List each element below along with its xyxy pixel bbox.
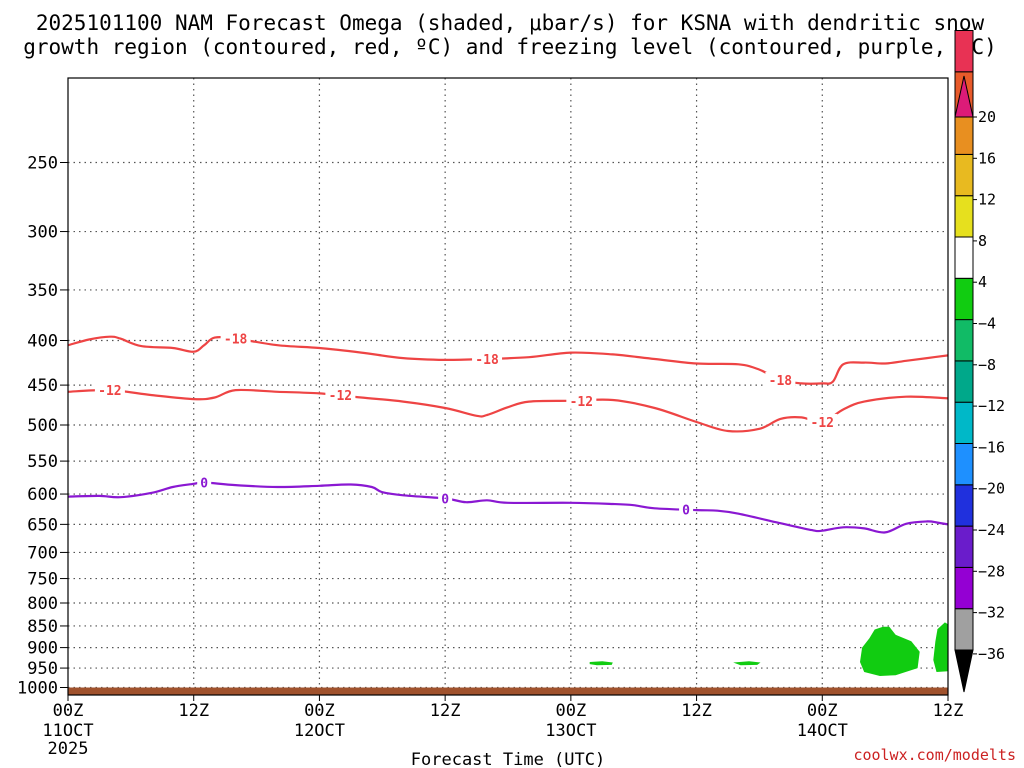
colorbar-label: −24 <box>978 521 1005 539</box>
contour-label-minus12: -12 <box>811 416 834 431</box>
chart-title-line-1: 2025101100 NAM Forecast Omega (shaded, μ… <box>36 11 985 35</box>
y-tick-label: 600 <box>27 485 58 505</box>
contour-label-minus18: -18 <box>224 333 248 348</box>
x-tick-label-top: 00Z <box>304 701 335 721</box>
colorbar-swatch <box>954 484 974 527</box>
chart-title-line-2: growth region (contoured, red, ºC) and f… <box>23 35 997 59</box>
colorbar-label: 4 <box>978 273 987 291</box>
colorbar-label: −16 <box>978 438 1005 456</box>
contour-label-zero: 0 <box>441 492 449 507</box>
credit-text: coolwx.com/modelts <box>853 746 1016 764</box>
contour-label-minus12: -12 <box>98 384 121 399</box>
colorbar-swatch <box>954 319 974 362</box>
colorbar-top-arrow <box>954 75 974 118</box>
y-tick-label: 850 <box>27 617 58 637</box>
contour-label-bg <box>679 501 694 518</box>
y-tick-label: 550 <box>27 452 58 472</box>
colorbar-swatch <box>954 112 974 155</box>
y-tick-label: 1000 <box>17 679 58 699</box>
x-tick-label-top: 12Z <box>178 701 209 721</box>
contour-label-minus12: -12 <box>570 395 593 410</box>
colorbar-label: 16 <box>978 149 996 167</box>
omega-colorbar: 20 16 12 8 4 −4 −8 −12 −16 −20 −24 −28 −32 −36 <box>954 30 1005 693</box>
contour-label-bg <box>220 330 251 347</box>
x-tick-label-mid: 11OCT <box>42 721 93 741</box>
colorbar-swatch <box>954 525 974 568</box>
contour-label-bg <box>472 350 503 367</box>
y-tick-label: 900 <box>27 639 58 659</box>
colorbar-label: −20 <box>978 480 1005 498</box>
omega-shading <box>589 622 948 676</box>
colorbar-label: −28 <box>978 562 1005 580</box>
colorbar-label: 8 <box>978 232 987 250</box>
colorbar-label: −36 <box>978 645 1005 663</box>
colorbar-label: −4 <box>978 315 996 333</box>
x-axis-title: Forecast Time (UTC) <box>411 750 605 768</box>
x-tick-label-top: 00Z <box>555 701 586 721</box>
colorbar-label: −8 <box>978 356 996 374</box>
y-tick-label: 350 <box>27 281 58 301</box>
ground-surface <box>68 687 948 695</box>
y-tick-label: 950 <box>27 659 58 679</box>
plot-frame <box>67 77 949 696</box>
y-tick-label: 650 <box>27 515 58 535</box>
x-tick-label-top: 12Z <box>681 701 712 721</box>
contour-label-bg <box>325 387 356 404</box>
colorbar-swatch <box>954 608 974 651</box>
contour-label-minus18: -18 <box>769 374 793 389</box>
x-tick-label-bottom: 2025 <box>48 739 89 759</box>
plot-area <box>68 78 948 695</box>
contour-label-bg <box>765 372 796 389</box>
omega-patch <box>589 661 613 666</box>
x-tick-label-top: 00Z <box>807 701 838 721</box>
colorbar-swatch <box>954 30 974 73</box>
ground-fill <box>68 687 948 695</box>
colorbar-swatch <box>954 401 974 445</box>
colorbar-bottom-arrow <box>954 649 974 693</box>
contour-label-bg <box>438 490 453 507</box>
colorbar-label: 20 <box>978 108 996 126</box>
gridlines <box>68 78 948 695</box>
colorbar-swatch <box>954 566 974 610</box>
x-tick-label-mid: 13OCT <box>545 721 596 741</box>
x-tick-label-top: 00Z <box>53 701 84 721</box>
colorbar-swatch <box>954 443 974 486</box>
colorbar-label: 12 <box>978 191 996 209</box>
colorbar-swatch <box>954 195 974 238</box>
y-tick-label: 700 <box>27 543 58 563</box>
omega-patch <box>733 661 761 666</box>
contour-label-bg <box>197 474 212 491</box>
y-tick-label: 800 <box>27 594 58 614</box>
y-tick-label: 250 <box>27 154 58 174</box>
y-tick-label: 500 <box>27 416 58 436</box>
colorbar-swatch <box>954 360 974 403</box>
y-tick-label: 450 <box>27 376 58 396</box>
contour-label-bg <box>566 392 597 409</box>
contour-label-zero: 0 <box>200 477 208 492</box>
x-tick-label-mid: 12OCT <box>294 721 345 741</box>
omega-patch <box>933 622 948 672</box>
colorbar-swatch <box>954 277 974 321</box>
omega-patch <box>860 626 920 676</box>
contour-label-minus12: -12 <box>329 389 352 404</box>
y-axis: 2503003504004505005506006507007508008509… <box>17 154 68 699</box>
x-tick-label-top: 12Z <box>430 701 461 721</box>
contour-minus18 <box>67 335 949 385</box>
x-tick-label-top: 12Z <box>933 701 964 721</box>
contour-lines: -18 -18 -18 -12 -12 -12 -12 0 0 0 <box>67 330 949 534</box>
colorbar-label: −32 <box>978 604 1005 622</box>
contour-label-zero: 0 <box>682 504 690 519</box>
colorbar-swatch <box>954 236 974 279</box>
y-tick-label: 750 <box>27 570 58 590</box>
colorbar-swatch <box>954 153 974 197</box>
contour-label-bg <box>94 382 125 399</box>
x-tick-label-mid: 14OCT <box>797 721 848 741</box>
colorbar-label: −12 <box>978 397 1005 415</box>
y-tick-label: 300 <box>27 223 58 243</box>
contour-label-bg <box>807 413 838 430</box>
y-tick-label: 400 <box>27 331 58 351</box>
contour-label-minus18: -18 <box>475 353 499 368</box>
